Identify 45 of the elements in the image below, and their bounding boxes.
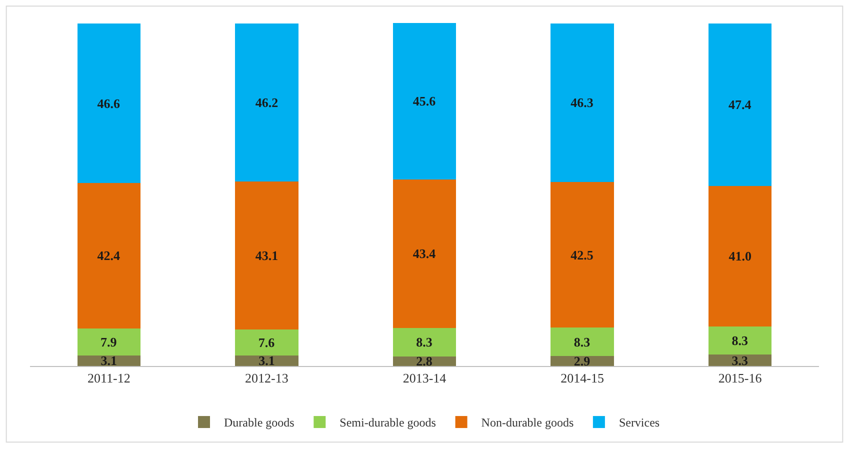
bar bbox=[77, 328, 140, 356]
data-label: 3.3 bbox=[732, 352, 748, 368]
bar bbox=[550, 328, 614, 356]
legend-label: Semi-durable goods bbox=[340, 416, 436, 430]
data-label: 45.6 bbox=[412, 94, 436, 109]
data-label: 46.2 bbox=[255, 95, 278, 110]
bar bbox=[708, 326, 772, 355]
bar bbox=[77, 23, 140, 184]
bar bbox=[550, 23, 614, 182]
bar bbox=[235, 182, 298, 330]
x-tick-label: 2012-13 bbox=[245, 370, 288, 386]
data-label: 47.4 bbox=[728, 97, 752, 112]
bar bbox=[392, 328, 456, 356]
data-label: 2.8 bbox=[416, 354, 433, 369]
data-label: 8.3 bbox=[416, 334, 433, 350]
x-tick-label: 2011-12 bbox=[87, 370, 130, 386]
legend-label: Services bbox=[618, 416, 660, 430]
legend-label: Durable goods bbox=[224, 416, 295, 430]
legend-label: Non-durable goods bbox=[481, 416, 574, 430]
bar bbox=[708, 354, 772, 366]
x-tick-label: 2014-15 bbox=[560, 370, 604, 386]
data-label: 7.9 bbox=[100, 334, 118, 350]
bar bbox=[235, 329, 298, 356]
data-label: 46.6 bbox=[97, 96, 121, 111]
data-label: 3.1 bbox=[258, 353, 275, 368]
bar bbox=[550, 182, 614, 328]
data-label: 41.0 bbox=[728, 248, 752, 264]
x-tick-label: 2015-16 bbox=[718, 370, 762, 386]
bar bbox=[708, 186, 772, 326]
data-label: 8.3 bbox=[574, 334, 591, 350]
data-label: 3.1 bbox=[100, 353, 118, 368]
bar bbox=[392, 23, 456, 180]
bar bbox=[77, 183, 140, 328]
data-label: 8.3 bbox=[732, 332, 748, 348]
data-label: 7.6 bbox=[258, 334, 276, 350]
data-label: 43.4 bbox=[412, 246, 436, 262]
bar bbox=[235, 23, 298, 182]
bar bbox=[392, 179, 456, 328]
data-label: 46.3 bbox=[570, 95, 594, 110]
data-label: 43.1 bbox=[255, 248, 278, 264]
data-label: 42.4 bbox=[97, 248, 121, 264]
data-label: 2.9 bbox=[574, 354, 591, 369]
data-label: 42.5 bbox=[570, 247, 594, 262]
bar bbox=[708, 23, 772, 186]
x-tick-label: 2013-14 bbox=[402, 370, 447, 386]
